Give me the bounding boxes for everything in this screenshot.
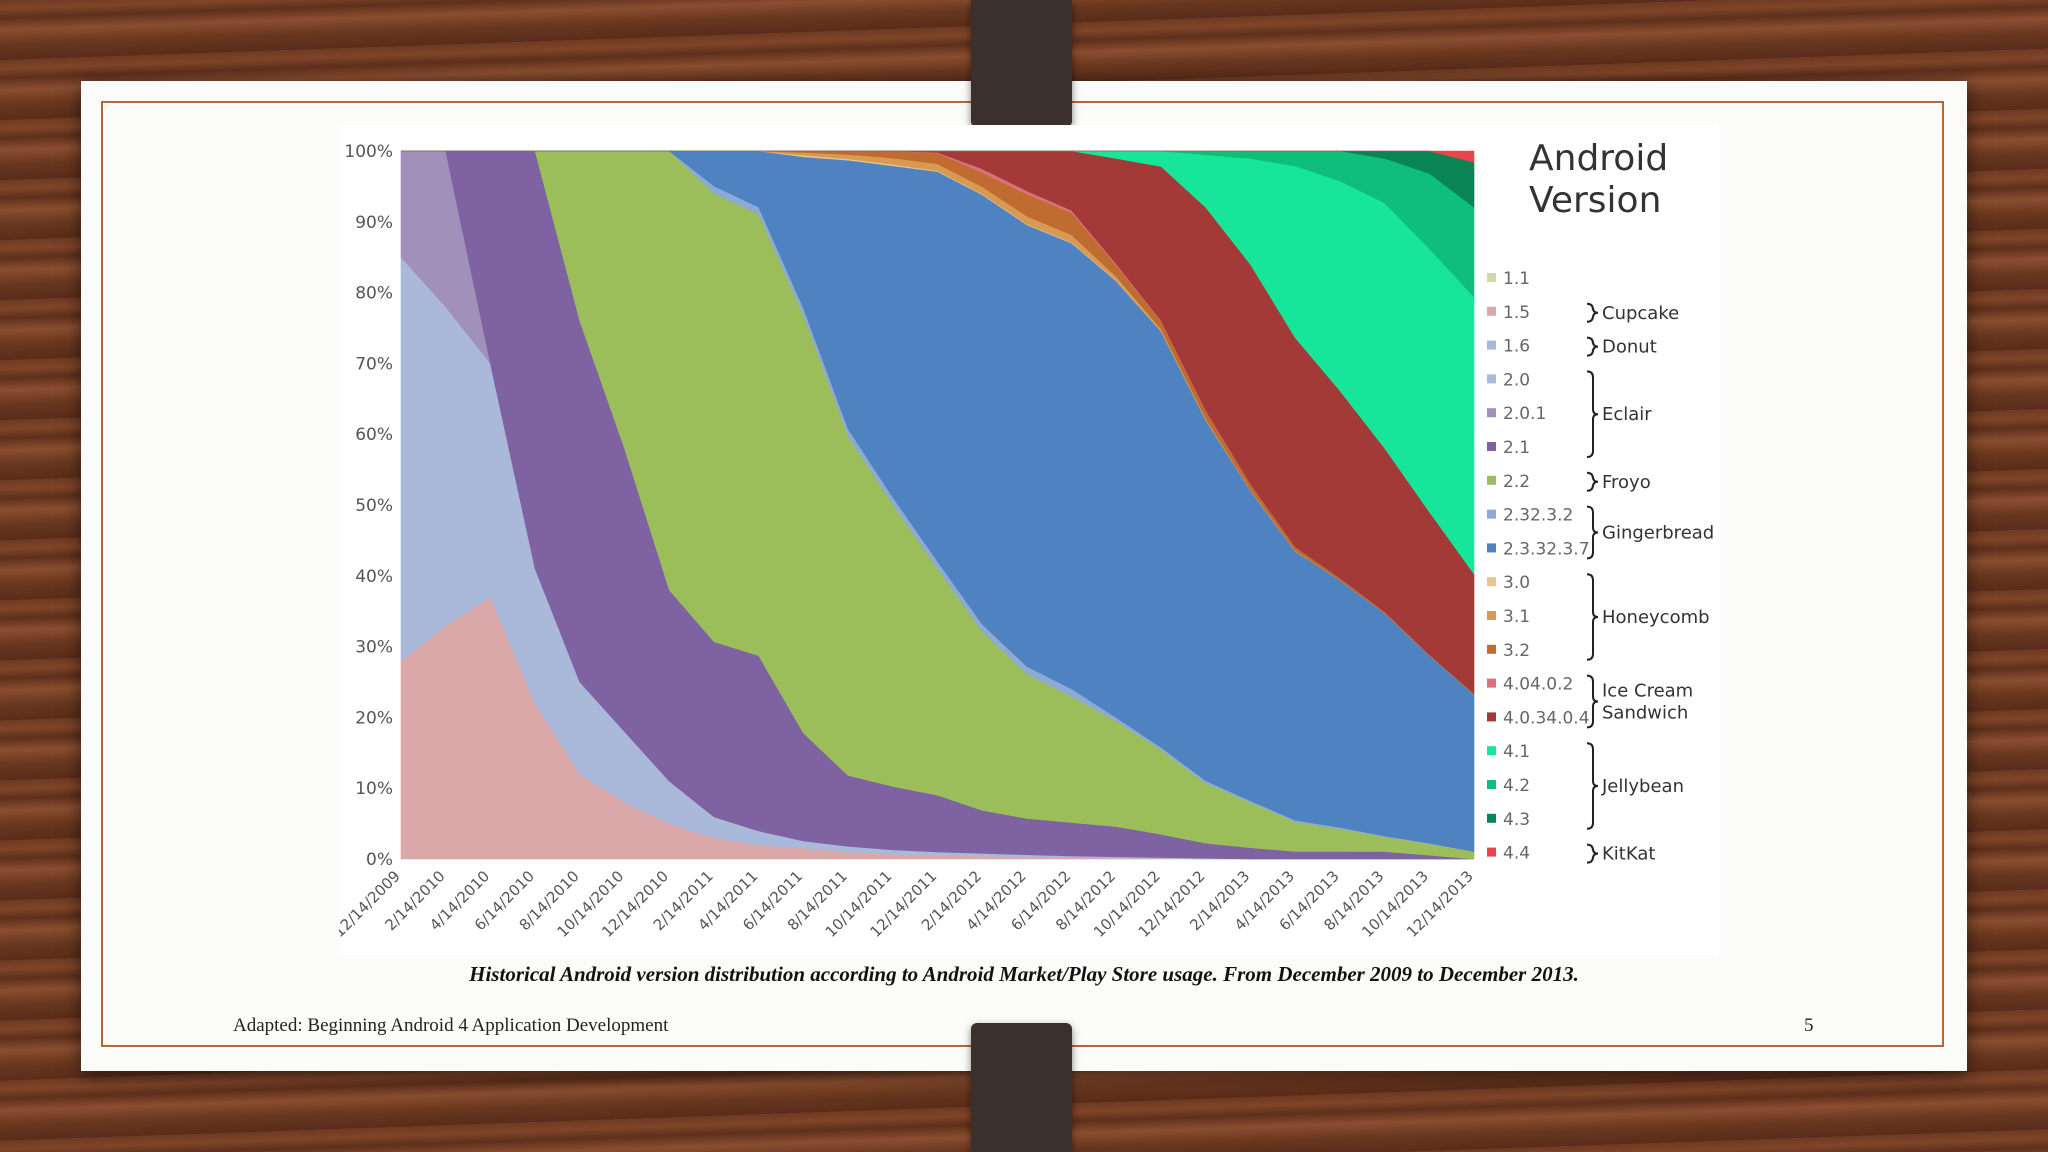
legend-entry-label: 1.6 <box>1503 337 1530 357</box>
y-tick-label: 90% <box>355 213 393 233</box>
y-tick-label: 50% <box>355 496 393 516</box>
legend-entry-label: 3.1 <box>1503 607 1530 627</box>
page-number: 5 <box>1804 1015 1814 1036</box>
y-tick-label: 60% <box>355 425 393 445</box>
legend-swatch <box>1487 509 1496 519</box>
legend-swatch <box>1487 543 1496 553</box>
legend-entry-label: 2.3.32.3.7 <box>1503 539 1590 559</box>
legend-entry-label: 2.0.1 <box>1503 404 1546 424</box>
legend-entry-label: 4.4 <box>1503 844 1530 864</box>
y-tick-label: 100% <box>344 142 393 162</box>
legend-swatch <box>1487 813 1496 823</box>
legend-swatch <box>1487 780 1496 789</box>
y-tick-label: 0% <box>366 850 393 870</box>
legend-group-jellybean: Jellybean <box>1601 776 1684 797</box>
y-tick-label: 80% <box>355 284 393 304</box>
legend-entry-label: 1.1 <box>1503 269 1530 289</box>
legend-group-label-line: Jellybean <box>1601 776 1684 797</box>
legend-group-honeycomb: Honeycomb <box>1602 607 1710 628</box>
legend-entry-label: 1.5 <box>1503 303 1530 323</box>
legend-group-brace <box>1586 573 1599 661</box>
legend-swatch <box>1487 306 1496 316</box>
legend-swatch <box>1487 340 1496 350</box>
legend-group-brace <box>1586 302 1599 323</box>
legend-group-brace <box>1586 505 1599 560</box>
legend-entry-label: 3.0 <box>1503 573 1530 593</box>
legend-entry-label: 2.32.3.2 <box>1503 506 1573 526</box>
legend-group-brace <box>1586 843 1599 864</box>
y-tick-label: 20% <box>355 708 393 728</box>
legend-group-label-line: Sandwich <box>1602 703 1688 724</box>
y-tick-label: 10% <box>355 779 393 799</box>
chart-title-line: Version <box>1529 180 1661 221</box>
legend-group-brace <box>1586 370 1599 458</box>
legend-group-label-line: Gingerbread <box>1602 523 1714 544</box>
legend-swatch <box>1487 712 1496 722</box>
legend-group-donut: Donut <box>1602 337 1657 358</box>
plot-areas <box>400 150 1475 860</box>
binder-clip-bottom <box>971 1023 1072 1152</box>
legend-group-ice-cream-sandwich: Ice Cream Sandwich <box>1602 681 1693 724</box>
legend-group-label-line: Donut <box>1602 337 1657 358</box>
area-series-4-4 <box>401 150 1475 163</box>
legend-swatch <box>1487 678 1496 688</box>
footer-source: Adapted: Beginning Android 4 Application… <box>233 1015 669 1036</box>
legend-swatch <box>1487 374 1496 384</box>
legend: 1.1 1.5 1.6 2.0 2.0.1 2.1 2.2 2.32.3.2 2.3.32.3.… <box>1487 269 1714 865</box>
legend-group-brace <box>1586 674 1599 729</box>
legend-entry-label: 2.2 <box>1503 472 1530 492</box>
legend-swatch <box>1487 847 1496 857</box>
legend-entry-label: 4.04.0.2 <box>1503 675 1573 695</box>
chart-title: Android Version <box>1529 138 1668 221</box>
legend-group-label-line: Froyo <box>1602 472 1651 493</box>
legend-swatch <box>1487 273 1496 282</box>
legend-group-label-line: Honeycomb <box>1602 607 1710 628</box>
legend-group-cupcake: Cupcake <box>1602 303 1679 324</box>
legend-swatch <box>1487 611 1496 620</box>
binder-clip-top <box>971 0 1072 127</box>
legend-entry-label: 2.1 <box>1503 438 1530 458</box>
legend-group-label-line: Ice Cream <box>1602 681 1693 702</box>
android-version-chart: 0%10%20%30%40%50%60%70%80%90%100% 12/14/… <box>339 125 1719 955</box>
legend-group-kitkat: KitKat <box>1602 844 1655 865</box>
figure-caption: Historical Android version distribution … <box>469 962 1579 986</box>
legend-group-brace <box>1586 742 1599 830</box>
legend-swatch <box>1487 746 1496 756</box>
legend-swatch <box>1487 644 1496 654</box>
legend-group-brace <box>1586 336 1599 357</box>
legend-entry-label: 4.3 <box>1503 810 1530 830</box>
legend-entry-label: 4.1 <box>1503 742 1530 762</box>
y-axis-ticks: 0% 10% 20% 30% 40% 50% 60% 70% 80% 90% 100% <box>344 142 393 870</box>
legend-entry-label: 4.2 <box>1503 776 1530 796</box>
legend-swatch <box>1487 442 1496 451</box>
legend-group-eclair: Eclair <box>1602 404 1652 425</box>
legend-group-label-line: Eclair <box>1602 404 1652 425</box>
legend-group-brace <box>1586 471 1599 492</box>
legend-swatch <box>1487 408 1496 418</box>
legend-group-gingerbread: Gingerbread <box>1602 523 1714 544</box>
legend-entry-label: 4.0.34.0.4 <box>1503 708 1590 728</box>
y-tick-label: 30% <box>355 638 393 658</box>
legend-group-label-line: Cupcake <box>1602 303 1679 324</box>
chart-title-line: Android <box>1529 138 1668 179</box>
legend-entry-label: 3.2 <box>1503 641 1530 661</box>
legend-group-froyo: Froyo <box>1602 472 1651 493</box>
y-tick-label: 70% <box>355 354 393 374</box>
legend-swatch <box>1487 475 1496 485</box>
y-tick-label: 40% <box>355 567 393 587</box>
legend-swatch <box>1487 577 1496 587</box>
legend-entry-label: 2.0 <box>1503 370 1530 390</box>
legend-group-label-line: KitKat <box>1602 844 1655 865</box>
